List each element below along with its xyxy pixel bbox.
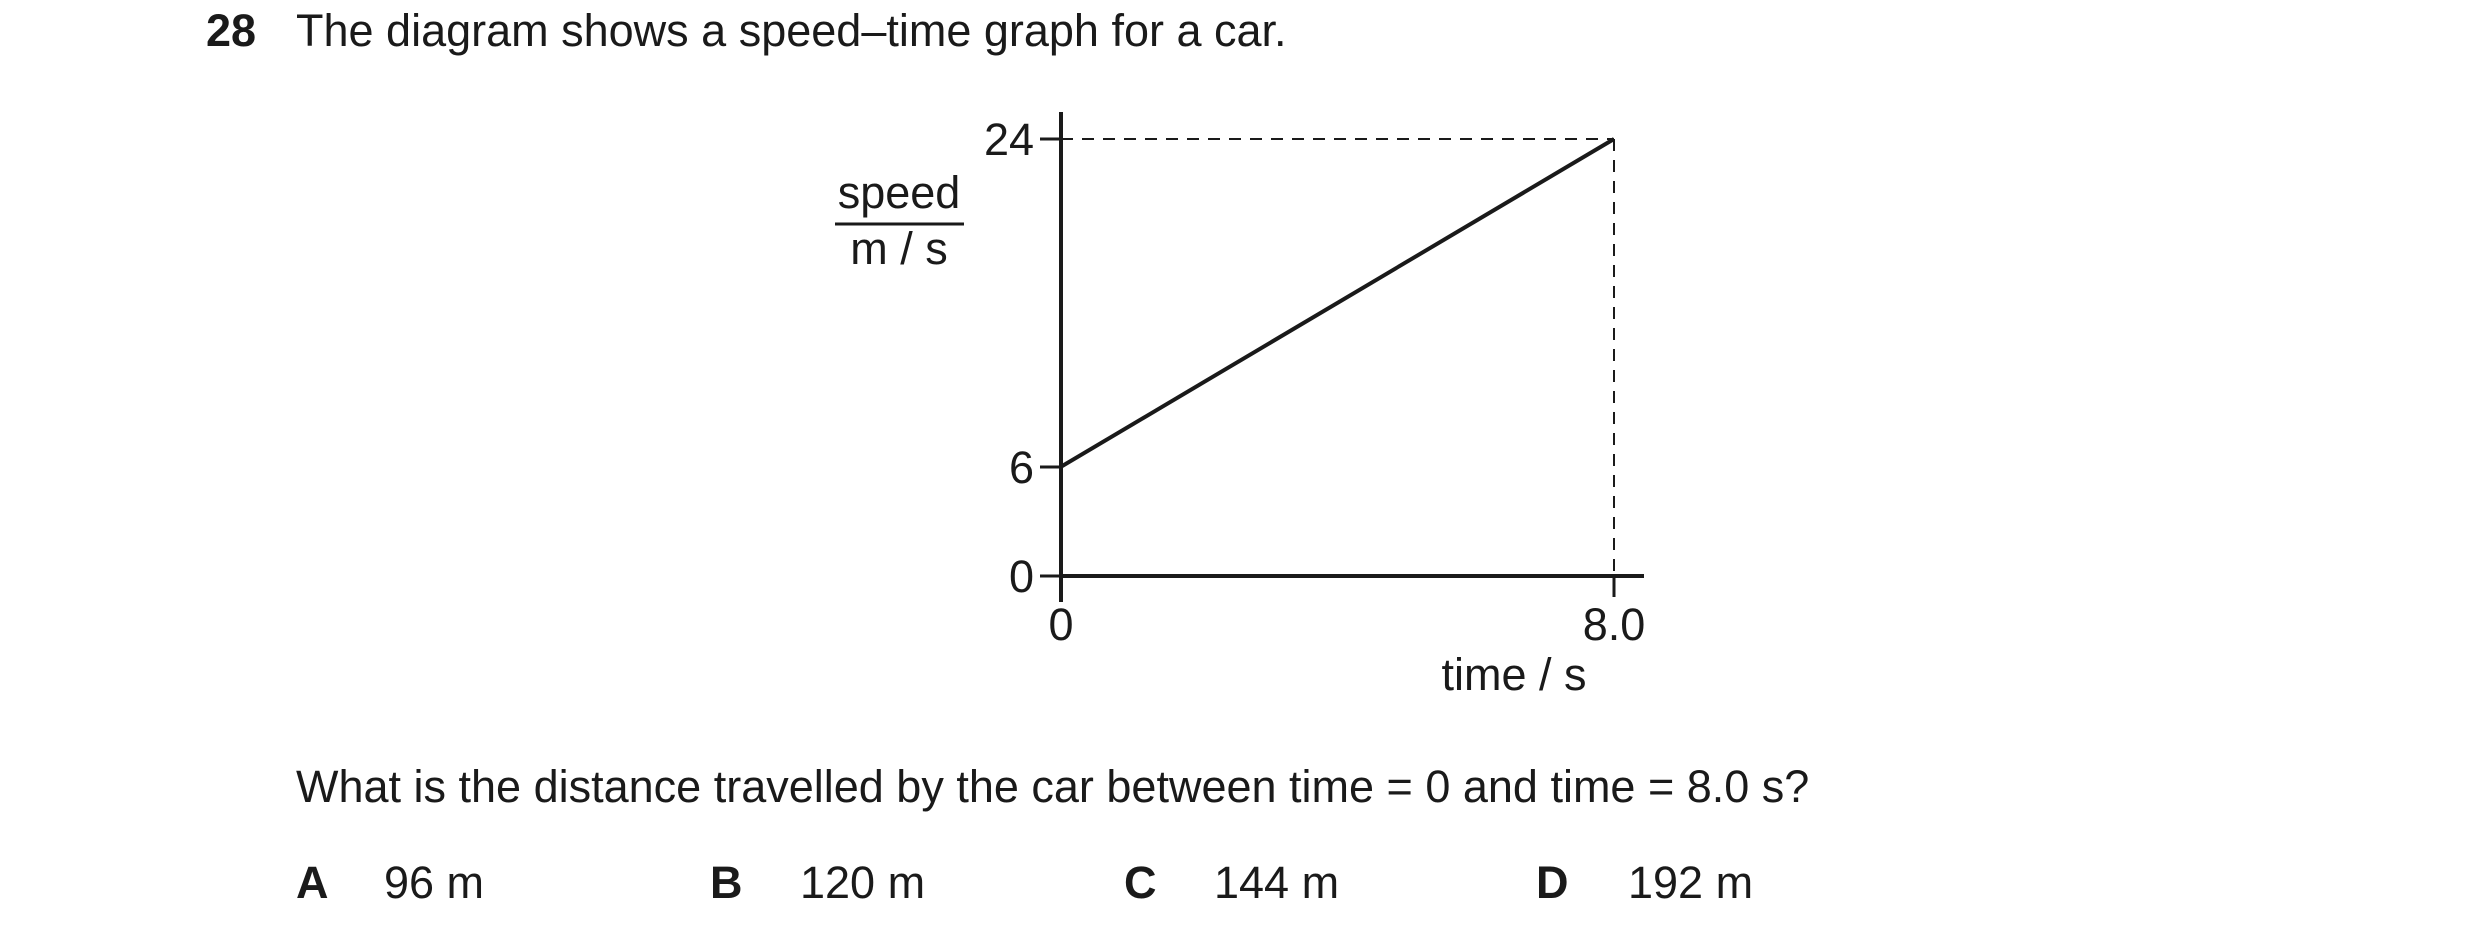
answer-options: A 96 m B 120 m C 144 m D 192 m: [0, 852, 2480, 914]
option-a-value: 96 m: [384, 857, 485, 908]
y-axis-label-unit: m / s: [850, 223, 948, 274]
question-number: 28: [206, 5, 257, 56]
option-c-letter: C: [1124, 857, 1157, 908]
y-tick-label-0: 0: [1009, 551, 1034, 602]
x-axis-label: time / s: [1441, 649, 1586, 700]
option-d-letter: D: [1536, 857, 1569, 908]
y-tick-label-6: 6: [1009, 442, 1034, 493]
option-b-value: 120 m: [800, 857, 926, 908]
x-tick-label-0: 0: [1048, 599, 1073, 650]
option-c-value: 144 m: [1214, 857, 1340, 908]
y-tick-label-24: 24: [984, 114, 1034, 165]
speed-line: [1059, 137, 1616, 469]
question-stem: The diagram shows a speed–time graph for…: [296, 5, 1287, 56]
option-d-value: 192 m: [1628, 857, 1754, 908]
question-prompt: What is the distance travelled by the ca…: [296, 761, 1810, 812]
option-b-letter: B: [710, 857, 743, 908]
y-axis-label-quantity: speed: [838, 167, 961, 218]
speed-time-graph: 24 6 0 0 8.0 speed m / s time / s: [835, 112, 1646, 700]
x-tick-label-8: 8.0: [1583, 599, 1646, 650]
option-a-letter: A: [296, 857, 329, 908]
